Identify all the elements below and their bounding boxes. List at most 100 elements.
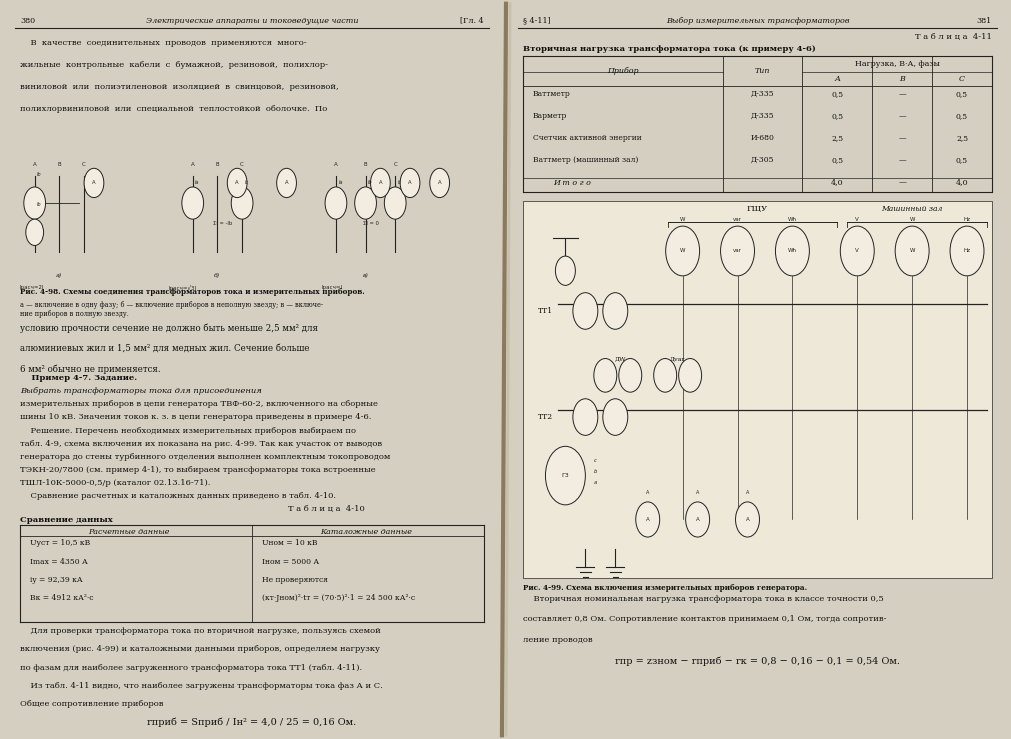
Circle shape bbox=[735, 502, 758, 537]
Text: Ib: Ib bbox=[37, 172, 41, 177]
Text: ГЩУ: ГЩУ bbox=[746, 205, 767, 213]
Text: Ic: Ic bbox=[245, 180, 249, 185]
Text: измерительных приборов в цепи генератора ТВФ-60-2, включенного на сборные: измерительных приборов в цепи генератора… bbox=[20, 401, 377, 408]
Text: А: А bbox=[696, 490, 699, 494]
Text: 2,5: 2,5 bbox=[955, 134, 968, 142]
Circle shape bbox=[384, 187, 405, 219]
Text: Тип: Тип bbox=[754, 67, 769, 75]
Text: 0,5: 0,5 bbox=[955, 90, 968, 98]
Text: V: V bbox=[854, 217, 858, 222]
Text: в): в) bbox=[362, 273, 368, 278]
Text: ΣI = 0: ΣI = 0 bbox=[362, 222, 378, 226]
Circle shape bbox=[430, 168, 449, 197]
Circle shape bbox=[720, 226, 754, 276]
Text: по фазам для наиболее загруженного трансформатора тока ТТ1 (табл. 4-11).: по фазам для наиболее загруженного транс… bbox=[20, 664, 362, 672]
Text: A: A bbox=[378, 180, 382, 185]
Circle shape bbox=[227, 168, 247, 197]
Circle shape bbox=[635, 502, 659, 537]
Text: B: B bbox=[58, 162, 61, 167]
Text: И-680: И-680 bbox=[750, 134, 773, 142]
Text: ТТ2: ТТ2 bbox=[538, 413, 553, 421]
Text: ТЭКН-20/7800 (см. пример 4-1), то выбираем трансформаторы тока встроенные: ТЭКН-20/7800 (см. пример 4-1), то выбира… bbox=[20, 466, 375, 474]
Text: rприб = Sприб / Iн² = 4,0 / 25 = 0,16 Ом.: rприб = Sприб / Iн² = 4,0 / 25 = 0,16 Ом… bbox=[148, 717, 356, 726]
Text: (кт·Jном)²·tт = (70·5)²·1 = 24 500 кА²·с: (кт·Jном)²·tт = (70·5)²·1 = 24 500 кА²·с bbox=[262, 594, 415, 602]
Text: алюминиевых жил и 1,5 мм² для медных жил. Сечение больше: алюминиевых жил и 1,5 мм² для медных жил… bbox=[20, 344, 309, 353]
Circle shape bbox=[618, 358, 641, 392]
Text: A: A bbox=[334, 162, 338, 167]
Text: 4,0: 4,0 bbox=[954, 179, 968, 186]
Text: 381: 381 bbox=[976, 16, 991, 24]
Text: 4,0: 4,0 bbox=[830, 179, 843, 186]
Text: Нагрузка, В·А, фазы: Нагрузка, В·А, фазы bbox=[854, 61, 938, 69]
Text: Iном = 5000 А: Iном = 5000 А bbox=[262, 557, 318, 565]
Text: Wh: Wh bbox=[788, 217, 796, 222]
Text: Ваттметр: Ваттметр bbox=[533, 90, 570, 98]
Text: Ваттметр (машинный зал): Ваттметр (машинный зал) bbox=[533, 156, 638, 164]
Text: rпр = zзном − rприб − rк = 0,8 − 0,16 − 0,1 = 0,54 Ом.: rпр = zзном − rприб − rк = 0,8 − 0,16 − … bbox=[615, 656, 899, 666]
Text: A: A bbox=[407, 180, 411, 185]
Circle shape bbox=[555, 256, 575, 285]
Text: составляет 0,8 Ом. Сопротивление контактов принимаем 0,1 Ом, тогда сопротив-: составляет 0,8 Ом. Сопротивление контакт… bbox=[523, 616, 886, 623]
Text: Каталожные данные: Каталожные данные bbox=[319, 528, 411, 536]
Text: ТТ1: ТТ1 bbox=[538, 307, 553, 315]
Circle shape bbox=[399, 168, 420, 197]
Circle shape bbox=[774, 226, 809, 276]
Circle shape bbox=[949, 226, 983, 276]
Circle shape bbox=[839, 226, 874, 276]
Text: § 4-11]: § 4-11] bbox=[523, 16, 550, 24]
Text: Сравнение данных: Сравнение данных bbox=[20, 516, 112, 524]
Circle shape bbox=[603, 399, 627, 435]
Text: Т а б л и ц а  4-10: Т а б л и ц а 4-10 bbox=[287, 505, 364, 513]
Text: Электрические аппараты и токоведущие части: Электрические аппараты и токоведущие час… bbox=[146, 16, 358, 24]
Text: A: A bbox=[438, 180, 441, 185]
Text: Из табл. 4-11 видно, что наиболее загружены трансформаторы тока фаз А и С.: Из табл. 4-11 видно, что наиболее загруж… bbox=[20, 682, 382, 690]
Text: Д-335: Д-335 bbox=[750, 112, 773, 120]
Circle shape bbox=[665, 226, 699, 276]
Text: 0,5: 0,5 bbox=[830, 156, 842, 164]
Text: условию прочности сечение не должно быть меньше 2,5 мм² для: условию прочности сечение не должно быть… bbox=[20, 324, 317, 333]
Text: табл. 4-9, схема включения их показана на рис. 4-99. Так как участок от выводов: табл. 4-9, схема включения их показана н… bbox=[20, 440, 381, 448]
Text: Uном = 10 кВ: Uном = 10 кВ bbox=[262, 539, 317, 548]
Text: включения (рис. 4-99) и каталожными данными приборов, определяем нагрузку: включения (рис. 4-99) и каталожными данн… bbox=[20, 645, 379, 653]
Text: b: b bbox=[593, 469, 596, 474]
Text: И т о г о: И т о г о bbox=[552, 179, 590, 186]
Circle shape bbox=[593, 358, 616, 392]
Text: Пример 4-7. Задание.: Пример 4-7. Задание. bbox=[20, 374, 136, 382]
Text: б): б) bbox=[214, 273, 220, 278]
Circle shape bbox=[84, 168, 104, 197]
Text: жильные  контрольные  кабели  с  бумажной,  резиновой,  полихлор-: жильные контрольные кабели с бумажной, р… bbox=[20, 61, 328, 69]
Text: полихлорвиниловой  или  специальной  теплостойкой  оболочке.  По: полихлорвиниловой или специальной теплос… bbox=[20, 105, 327, 112]
Text: A: A bbox=[236, 180, 239, 185]
Text: С: С bbox=[958, 75, 964, 84]
Text: 0,5: 0,5 bbox=[830, 90, 842, 98]
Text: Счетчик активной энергии: Счетчик активной энергии bbox=[533, 134, 641, 142]
Text: Прибор: Прибор bbox=[607, 67, 638, 75]
Text: виниловой  или  полиэтиленовой  изоляцией  в  свинцовой,  резиновой,: виниловой или полиэтиленовой изоляцией в… bbox=[20, 83, 338, 91]
Text: A: A bbox=[191, 162, 194, 167]
Bar bbox=[523, 201, 991, 578]
Text: —: — bbox=[898, 179, 905, 186]
Circle shape bbox=[685, 502, 709, 537]
Text: Д-305: Д-305 bbox=[750, 156, 773, 164]
Text: Bк = 4912 кА²·с: Bк = 4912 кА²·с bbox=[29, 594, 93, 602]
Text: А: А bbox=[833, 75, 839, 84]
Circle shape bbox=[572, 293, 598, 330]
Text: Wh: Wh bbox=[788, 248, 796, 253]
Text: var: var bbox=[732, 248, 741, 253]
Text: W: W bbox=[679, 248, 684, 253]
Text: ΣI = -Ib: ΣI = -Ib bbox=[212, 222, 232, 226]
Text: Т а б л и ц а  4-11: Т а б л и ц а 4-11 bbox=[914, 33, 991, 41]
Text: 380: 380 bbox=[20, 16, 35, 24]
Circle shape bbox=[355, 187, 376, 219]
Text: Iрасч=2I: Iрасч=2I bbox=[20, 285, 44, 290]
Text: Вторичная номинальная нагрузка трансформатора тока в классе точности 0,5: Вторичная номинальная нагрузка трансформ… bbox=[523, 595, 883, 603]
Text: A: A bbox=[92, 180, 96, 185]
Text: B: B bbox=[215, 162, 219, 167]
Text: —: — bbox=[898, 156, 905, 164]
Text: Imax = 4350 А: Imax = 4350 А bbox=[29, 557, 87, 565]
Circle shape bbox=[678, 358, 701, 392]
Text: А: А bbox=[745, 490, 748, 494]
Text: 6 мм² обычно не применяется.: 6 мм² обычно не применяется. bbox=[20, 364, 161, 374]
Text: 0,5: 0,5 bbox=[955, 112, 968, 120]
Circle shape bbox=[895, 226, 928, 276]
